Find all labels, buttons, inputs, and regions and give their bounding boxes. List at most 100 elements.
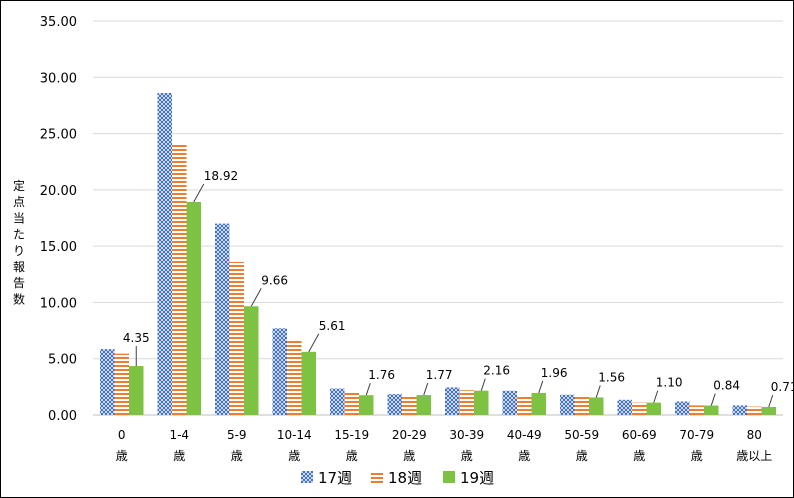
leader-line <box>250 288 262 307</box>
y-tick-label: 15.00 <box>40 240 77 255</box>
leader-line <box>595 385 601 398</box>
x-tick-label-unit: 歳 <box>576 449 588 463</box>
x-tick-label: 80 <box>747 428 762 442</box>
x-tick-label-unit: 歳 <box>691 449 703 463</box>
bar-3 <box>531 392 546 415</box>
y-tick-label: 35.00 <box>40 15 77 30</box>
x-tick-label-unit: 歳 <box>461 449 473 463</box>
data-label: 5.61 <box>319 319 346 333</box>
leader-line <box>308 333 320 353</box>
data-label: 1.56 <box>598 370 625 384</box>
bar-3 <box>761 407 776 415</box>
bar-2 <box>632 402 647 415</box>
x-axis-categories: 0 歳 1-4 歳 5-9 歳 10-14 歳 15-19 歳 20-29 歳 30-39 歳 40-49 歳… <box>116 428 773 463</box>
bar-3 <box>359 395 374 415</box>
leader-line <box>193 183 205 203</box>
x-tick-label-unit: 歳 <box>633 449 645 463</box>
bar-2 <box>574 395 589 415</box>
bar-1 <box>157 93 172 415</box>
bar-1 <box>387 394 402 415</box>
y-tick-label: 30.00 <box>40 71 77 86</box>
x-tick-label: 40-49 <box>507 428 542 442</box>
data-label: 18.92 <box>204 169 238 183</box>
legend-label: 19週 <box>460 469 494 487</box>
leader-line <box>768 394 774 408</box>
x-tick-label-unit: 歳 <box>116 449 128 463</box>
y-axis-label: 定点当たり報告数 <box>13 178 25 306</box>
legend-label: 17週 <box>318 469 352 487</box>
x-tick-label: 20-29 <box>392 428 427 442</box>
y-tick-label: 10.00 <box>40 296 77 311</box>
bar-3 <box>474 390 489 415</box>
x-tick-label: 60-69 <box>622 428 657 442</box>
bar-3 <box>704 405 719 415</box>
x-tick-label-unit: 歳 <box>403 449 415 463</box>
bar-1 <box>617 399 632 415</box>
x-tick-label: 15-19 <box>334 428 369 442</box>
data-label: 0.71 <box>771 380 793 394</box>
data-labels: 4.35 18.92 9.66 5.61 1.76 1.77 2.16 1.96 1.56 1.1… <box>123 169 793 394</box>
x-tick-label-unit: 歳 <box>173 449 185 463</box>
leader-line <box>653 390 659 403</box>
bar-3 <box>129 366 144 415</box>
y-tick-label: 0.00 <box>48 409 77 424</box>
bar-2 <box>114 353 129 415</box>
x-tick-label: 10-14 <box>277 428 312 442</box>
bar-1 <box>675 401 690 415</box>
data-label: 1.77 <box>426 368 453 382</box>
y-tick-label: 5.00 <box>48 353 77 368</box>
bar-3 <box>589 397 604 415</box>
bar-3 <box>244 306 259 415</box>
x-tick-label-unit: 歳以上 <box>736 449 772 463</box>
bar-2 <box>287 339 302 415</box>
bars <box>100 93 776 415</box>
bar-2 <box>172 143 187 415</box>
bar-3 <box>416 395 431 415</box>
bar-3 <box>646 402 661 415</box>
y-tick-label: 25.00 <box>40 128 77 143</box>
bar-2 <box>747 406 762 415</box>
leader-line <box>710 393 716 406</box>
bar-2 <box>229 261 244 415</box>
legend-swatch-1 <box>301 471 313 483</box>
leader-line <box>480 378 486 391</box>
y-axis-ticks: 0.00 5.00 10.00 15.00 20.00 25.00 30.00 35.00 <box>40 15 77 424</box>
x-tick-label: 50-59 <box>564 428 599 442</box>
x-tick-label: 30-39 <box>449 428 484 442</box>
x-tick-label: 70-79 <box>679 428 714 442</box>
bar-2 <box>689 405 704 415</box>
data-label: 9.66 <box>261 273 288 287</box>
data-label: 1.10 <box>656 376 683 390</box>
bar-1 <box>560 394 575 415</box>
data-label: 2.16 <box>483 364 510 378</box>
bar-3 <box>186 202 201 415</box>
bar-1 <box>732 405 747 415</box>
data-label: 4.35 <box>123 331 150 345</box>
legend-swatch-3 <box>443 471 455 483</box>
x-tick-label-unit: 歳 <box>231 449 243 463</box>
leader-line <box>423 382 429 396</box>
label-leader-lines <box>135 183 774 408</box>
data-label: 1.96 <box>541 366 568 380</box>
bar-3 <box>301 351 316 415</box>
legend-label: 18週 <box>388 469 422 487</box>
leader-line <box>365 383 371 396</box>
x-tick-label-unit: 歳 <box>518 449 530 463</box>
bar-1 <box>502 390 517 415</box>
x-tick-label: 0 <box>118 428 126 442</box>
leader-line <box>538 380 544 394</box>
bar-2 <box>402 396 417 415</box>
gridlines <box>93 20 783 416</box>
x-tick-label: 5-9 <box>227 428 247 442</box>
bar-1 <box>100 349 115 415</box>
data-label: 1.76 <box>368 368 395 382</box>
bar-1 <box>445 387 460 415</box>
bar-2 <box>344 391 359 415</box>
x-tick-label-unit: 歳 <box>346 449 358 463</box>
bar-2 <box>459 390 474 415</box>
x-tick-label-unit: 歳 <box>288 449 300 463</box>
y-tick-label: 20.00 <box>40 184 77 199</box>
bar-1 <box>215 223 230 415</box>
